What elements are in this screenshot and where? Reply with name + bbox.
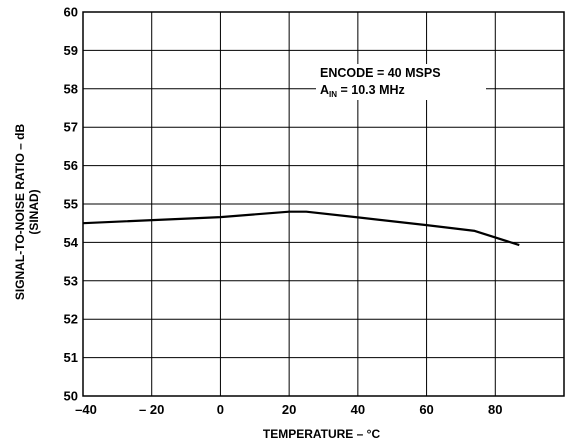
annotation-background (316, 64, 486, 100)
y-tick-label: 50 (64, 389, 78, 404)
annotation-ain-main: A (320, 83, 329, 97)
y-axis-title: SIGNAL-TO-NOISE RATIO – dB (13, 124, 27, 301)
annotation-encode: ENCODE = 40 MSPS (320, 66, 441, 80)
y-tick-label: 57 (64, 120, 78, 135)
y-axis-subtitle: (SINAD) (27, 189, 41, 234)
y-tick-label: 58 (64, 81, 78, 96)
x-tick-labels: –40 – 20 0 20 40 60 80 (75, 402, 502, 417)
x-tick-label: 20 (282, 402, 296, 417)
y-tick-label: 52 (64, 312, 78, 327)
x-tick-label: 40 (351, 402, 365, 417)
y-tick-labels: 50 51 52 53 54 55 56 57 58 59 60 (64, 5, 79, 404)
sinad-line (82, 210, 520, 247)
y-tick-label: 53 (64, 273, 78, 288)
y-tick-label: 51 (64, 350, 78, 365)
x-axis-title: TEMPERATURE – °C (263, 427, 381, 441)
y-tick-label: 59 (64, 43, 78, 58)
y-tick-label: 60 (64, 5, 78, 20)
x-tick-label: – 20 (139, 402, 164, 417)
x-tick-label: 0 (217, 402, 224, 417)
plot-frame (82, 11, 565, 397)
annotation-ain-subscript: IN (329, 90, 337, 99)
x-tick-label: –40 (75, 402, 97, 417)
annotation-ain: AIN = 10.3 MHz (320, 83, 405, 99)
x-tick-label: 60 (419, 402, 433, 417)
y-tick-label: 55 (64, 197, 78, 212)
x-tick-label: 80 (488, 402, 502, 417)
y-tick-label: 56 (64, 158, 78, 173)
y-tick-label: 54 (64, 235, 79, 250)
annotation-ain-value: = 10.3 MHz (337, 83, 405, 97)
